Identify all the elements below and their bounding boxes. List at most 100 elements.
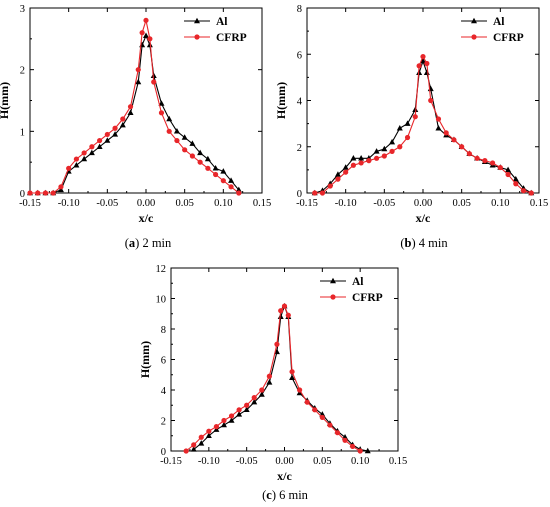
data-point xyxy=(220,168,227,174)
data-point xyxy=(451,137,457,143)
data-point xyxy=(96,143,103,149)
data-point xyxy=(190,446,197,452)
data-point xyxy=(412,106,419,112)
data-point xyxy=(327,422,333,428)
x-axis-title: x/c xyxy=(277,469,292,483)
data-point xyxy=(50,190,56,196)
data-point xyxy=(42,190,49,196)
legend-label: CFRP xyxy=(352,292,383,304)
data-point xyxy=(228,417,235,423)
data-point xyxy=(191,442,197,448)
data-point xyxy=(512,175,519,182)
data-point xyxy=(274,341,280,347)
data-point xyxy=(251,395,257,401)
data-point xyxy=(334,430,341,436)
data-point xyxy=(236,407,242,413)
data-point xyxy=(435,124,442,131)
data-point xyxy=(389,138,396,145)
y-tick-label: 4 xyxy=(161,386,167,397)
y-tick-label: 8 xyxy=(297,4,302,15)
data-point xyxy=(497,164,503,171)
y-tick-label: 12 xyxy=(156,264,167,275)
x-axis-title: x/c xyxy=(416,211,431,225)
y-tick-label: 6 xyxy=(297,50,302,61)
x-tick-label: -0.10 xyxy=(198,456,220,467)
data-point xyxy=(104,137,111,143)
legend-entry-al: Al xyxy=(184,16,228,28)
data-point xyxy=(312,190,318,196)
x-tick-label: -0.05 xyxy=(96,198,118,209)
data-point xyxy=(228,413,235,419)
x-tick-label: 0.15 xyxy=(389,456,407,467)
data-point xyxy=(27,190,33,196)
data-point xyxy=(139,41,146,48)
data-point xyxy=(174,137,180,144)
data-point xyxy=(381,145,388,152)
data-point xyxy=(147,36,153,42)
data-point xyxy=(327,183,333,189)
y-tick-label: 6 xyxy=(161,356,166,367)
data-point xyxy=(89,144,95,150)
data-point xyxy=(397,144,403,150)
x-tick-label: 0.05 xyxy=(313,456,331,467)
data-point xyxy=(505,171,511,178)
x-axis-title: x/c xyxy=(139,211,154,225)
data-point xyxy=(466,151,472,157)
data-point xyxy=(289,374,296,380)
data-point xyxy=(205,432,212,438)
chart-panel-b: -0.15 -0.10 -0.05 0.00 0.05 0.10 0.15 0 2 4 6 8 x/c H… xyxy=(274,4,548,250)
data-point xyxy=(73,161,80,168)
data-point xyxy=(389,148,395,154)
legend-entry-cfrp: CFRP xyxy=(461,32,524,44)
data-point xyxy=(158,100,165,106)
data-point xyxy=(150,72,157,79)
data-point xyxy=(228,184,234,190)
data-point xyxy=(335,176,341,182)
data-point xyxy=(350,443,356,450)
data-point xyxy=(139,30,145,36)
data-point xyxy=(35,190,41,196)
data-point xyxy=(66,165,72,171)
data-point xyxy=(204,155,211,162)
legend-marker xyxy=(194,34,200,40)
data-point xyxy=(281,303,288,309)
panel-caption: (c) 6 min xyxy=(262,488,309,502)
data-point xyxy=(173,128,180,134)
data-point xyxy=(396,124,403,131)
data-point xyxy=(412,114,418,120)
data-point xyxy=(427,85,434,92)
x-tick-label: -0.05 xyxy=(373,198,395,209)
data-point xyxy=(236,190,242,196)
legend-marker xyxy=(330,294,336,300)
data-point xyxy=(319,414,325,421)
data-point xyxy=(183,448,189,454)
x-tick-label: -0.15 xyxy=(296,198,318,209)
data-point xyxy=(420,53,426,60)
data-point xyxy=(220,178,226,184)
chart-panel-c: -0.15 -0.10 -0.05 0.00 0.05 0.10 0.15 0 2 4 6 8 10 12… xyxy=(138,264,407,502)
y-tick-label: 4 xyxy=(297,97,303,108)
data-point xyxy=(258,391,265,397)
data-point xyxy=(166,128,172,134)
data-point xyxy=(197,149,204,156)
data-point xyxy=(127,104,134,110)
data-point xyxy=(342,437,348,443)
data-point xyxy=(135,78,142,85)
data-point xyxy=(381,153,387,159)
data-point xyxy=(120,116,126,122)
data-point xyxy=(104,131,110,138)
x-tick-label: 0.15 xyxy=(530,198,548,209)
data-point xyxy=(213,171,219,178)
legend-entry-cfrp: CFRP xyxy=(184,32,247,44)
legend-label: CFRP xyxy=(493,32,524,44)
data-point xyxy=(278,308,284,314)
data-point xyxy=(350,162,356,168)
x-tick-label: -0.15 xyxy=(160,456,182,467)
data-point xyxy=(416,63,422,69)
data-point xyxy=(285,312,291,318)
data-point xyxy=(206,428,212,434)
data-point xyxy=(364,447,371,454)
data-point xyxy=(277,313,284,319)
legend-marker xyxy=(471,34,477,40)
x-tick-label: 0.00 xyxy=(275,456,293,467)
